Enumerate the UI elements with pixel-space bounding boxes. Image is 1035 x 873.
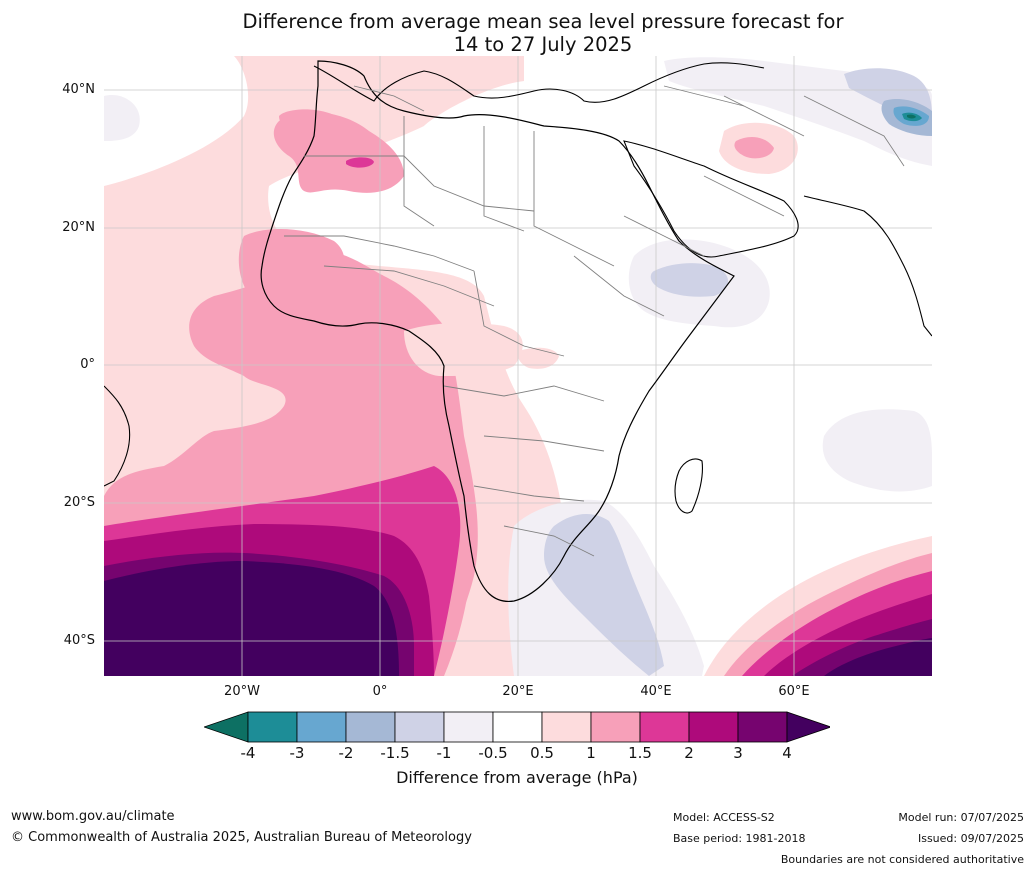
lon-label-60e: 60°E: [778, 684, 810, 699]
lon-label-40e: 40°E: [640, 684, 672, 699]
anomaly-zone-purple-horn: [650, 263, 729, 297]
colorbar-tick-label: -0.5: [478, 744, 508, 762]
colorbar-tick-label: -1: [436, 744, 452, 762]
anomaly-zone-light-purple-northwest: [104, 95, 140, 141]
colorbar-tick-label: -3: [289, 744, 305, 762]
colorbar-band: [590, 711, 641, 743]
colorbar-band: [688, 711, 739, 743]
colorbar-tick-label: 1.5: [628, 744, 652, 762]
arabia-coastline: [623, 140, 799, 258]
pressure-anomaly-map: [104, 56, 932, 676]
colorbar-tick-label: 0.5: [530, 744, 554, 762]
colorbar-label: Difference from average (hPa): [396, 768, 638, 787]
colorbar-tick-label: 1: [586, 744, 596, 762]
title-line-2: 14 to 27 July 2025: [453, 33, 633, 56]
colorbar-band: [443, 711, 494, 743]
colorbar-extend-min: [204, 711, 249, 743]
colorbar-tick-label: -1.5: [380, 744, 410, 762]
anomaly-zone-purple-south-africa: [544, 514, 664, 676]
europe-coastline: [313, 62, 765, 103]
colorbar-band: [394, 711, 445, 743]
footer-copyright: © Commonwealth of Australia 2025, Austra…: [11, 830, 472, 845]
map-canvas: [104, 56, 932, 676]
footer-model: Model: ACCESS-S2: [673, 811, 775, 824]
website-link[interactable]: www.bom.gov.au/climate: [11, 809, 175, 824]
lon-label-20e: 20°E: [502, 684, 534, 699]
anomaly-zone-deep-purple-south-indian: [824, 638, 932, 676]
graticule: [104, 56, 932, 676]
anomaly-zone-light-pink-congo: [404, 322, 523, 376]
colorbar-band: [296, 711, 347, 743]
lon-label-20w: 20°W: [224, 684, 260, 699]
colorbar: [204, 711, 830, 743]
africa-coastline: [260, 60, 735, 603]
colorbar-band: [247, 711, 298, 743]
south-america-coastline: [104, 385, 131, 487]
anomaly-zone-deep-purple-south-atlantic: [104, 561, 399, 676]
colorbar-band: [639, 711, 690, 743]
chart-title: Difference from average mean sea level p…: [0, 10, 1035, 56]
country-borders: [284, 85, 905, 557]
lat-label-20s: 20°S: [63, 495, 95, 510]
anomaly-zone-pink-arabia: [734, 136, 774, 159]
anomaly-spot-magenta-north-africa: [346, 157, 374, 168]
footer-base-period: Base period: 1981-2018: [673, 832, 806, 845]
colorbar-tick-label: -4: [240, 744, 256, 762]
colorbar-extend-max: [786, 711, 830, 743]
footer-model-run: Model run: 07/07/2025: [898, 811, 1024, 824]
anomaly-zone-light-purple-indian: [822, 409, 932, 492]
title-line-1: Difference from average mean sea level p…: [242, 10, 844, 33]
lat-label-20n: 20°N: [62, 220, 95, 235]
footer-website-link[interactable]: www.bom.gov.au/climate: [11, 809, 175, 824]
madagascar-coastline: [674, 458, 703, 514]
colorbar-tick-label: -2: [338, 744, 354, 762]
colorbar-tick-label: 2: [684, 744, 694, 762]
colorbar-band: [492, 711, 543, 743]
lat-label-equator: 0°: [80, 357, 95, 372]
anomaly-spot-dark-teal-tibet: [907, 114, 916, 119]
colorbar-band: [737, 711, 788, 743]
lat-label-40s: 40°S: [63, 633, 95, 648]
lat-label-40n: 40°N: [62, 82, 95, 97]
colorbar-tick-label: 4: [782, 744, 792, 762]
footer-disclaimer: Boundaries are not considered authoritat…: [780, 853, 1024, 866]
india-coastline: [803, 195, 932, 337]
colorbar-tick-label: 3: [733, 744, 743, 762]
lon-label-0: 0°: [372, 684, 388, 699]
anomaly-zone-pink-north-atlantic: [279, 109, 350, 138]
colorbar-band: [541, 711, 592, 743]
footer-issued: Issued: 09/07/2025: [917, 832, 1024, 845]
colorbar-band: [345, 711, 396, 743]
anomaly-zone-light-pink-east-africa: [517, 347, 559, 369]
